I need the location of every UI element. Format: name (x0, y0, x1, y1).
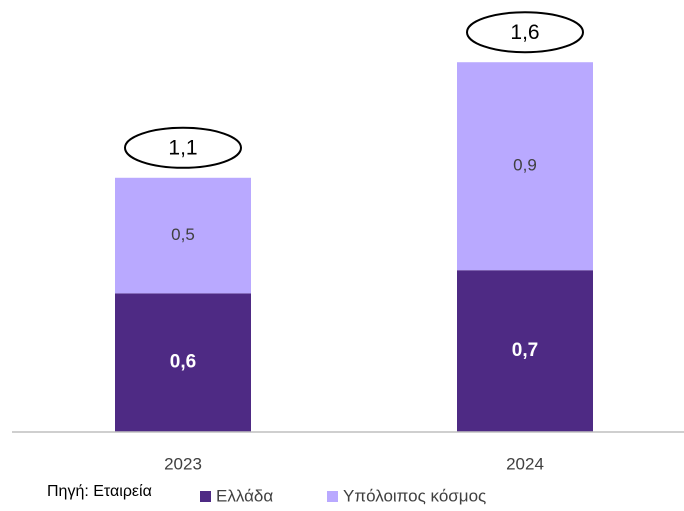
bar-segment (115, 293, 251, 432)
value-label: 0,5 (171, 225, 195, 244)
legend-label: Υπόλοιπος κόσμος (343, 486, 486, 505)
legend-swatch (327, 491, 338, 502)
bar-segment (115, 177, 251, 294)
value-label: 0,6 (170, 352, 196, 373)
total-label: 1,1 (168, 136, 197, 159)
legend-label: Ελλάδα (216, 486, 273, 505)
source: Πηγή: Εταιρεία (47, 483, 152, 500)
total-ellipse (124, 126, 242, 169)
bar-segment (457, 62, 593, 271)
bar-segment (457, 270, 593, 432)
value-label: 0,9 (513, 156, 537, 175)
value-label: 0,7 (512, 340, 538, 361)
total-label: 1,6 (510, 21, 539, 44)
legend-swatch (200, 491, 211, 502)
total-ellipse (466, 11, 584, 54)
x-tick-label: 2023 (164, 454, 202, 473)
x-tick-label: 2024 (506, 454, 544, 473)
